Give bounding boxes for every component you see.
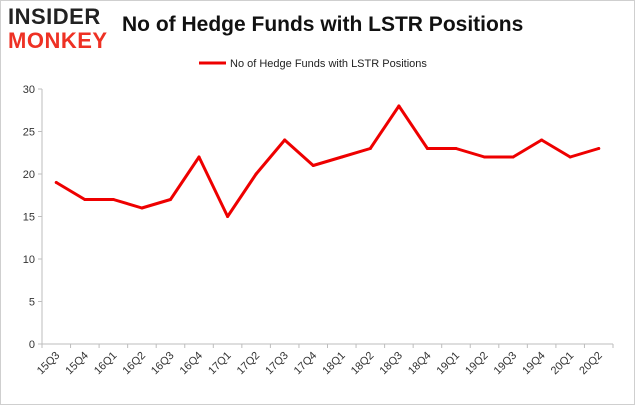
data-point bbox=[311, 164, 315, 167]
data-point bbox=[83, 198, 87, 201]
x-tick-label: 16Q2 bbox=[121, 350, 149, 378]
data-point bbox=[111, 198, 115, 201]
x-tick-label: 19Q1 bbox=[435, 350, 463, 378]
data-point bbox=[511, 155, 515, 159]
x-tick-label: 20Q1 bbox=[549, 350, 577, 378]
y-tick-label: 0 bbox=[29, 339, 35, 351]
data-point bbox=[397, 104, 401, 108]
data-point bbox=[425, 147, 429, 150]
data-point bbox=[54, 181, 58, 184]
y-tick-label: 10 bbox=[23, 254, 35, 266]
x-tick-label: 17Q1 bbox=[206, 350, 234, 378]
x-tick-label: 16Q1 bbox=[92, 350, 120, 378]
data-point bbox=[454, 147, 458, 150]
x-tick-label: 18Q2 bbox=[349, 350, 377, 378]
x-tick-label: 19Q3 bbox=[492, 350, 520, 378]
data-point bbox=[197, 155, 201, 159]
x-tick-label: 18Q1 bbox=[320, 350, 348, 378]
data-point bbox=[540, 138, 544, 142]
x-tick-label: 15Q4 bbox=[63, 350, 91, 378]
data-point bbox=[597, 147, 601, 150]
x-tick-label: 17Q2 bbox=[235, 350, 263, 378]
logo-line-2: MONKEY bbox=[8, 28, 108, 53]
x-tick-label: 17Q3 bbox=[263, 350, 291, 378]
data-point bbox=[226, 215, 230, 218]
x-tick-label: 16Q3 bbox=[149, 350, 177, 378]
y-tick-label: 15 bbox=[23, 212, 35, 224]
data-point bbox=[140, 206, 144, 210]
y-tick-label: 20 bbox=[23, 169, 35, 181]
data-point bbox=[568, 155, 572, 159]
x-tick-label: 19Q2 bbox=[463, 350, 491, 378]
legend-label: No of Hedge Funds with LSTR Positions bbox=[230, 58, 427, 70]
x-tick-label: 19Q4 bbox=[520, 350, 548, 378]
x-tick-label: 17Q4 bbox=[292, 350, 320, 378]
chart-title: No of Hedge Funds with LSTR Positions bbox=[122, 13, 524, 36]
data-point bbox=[340, 155, 344, 159]
logo-line-1: INSIDER bbox=[8, 4, 101, 29]
data-point bbox=[368, 147, 372, 150]
data-point bbox=[283, 138, 287, 142]
series-line bbox=[54, 104, 601, 218]
x-tick-label: 18Q4 bbox=[406, 350, 434, 378]
data-point bbox=[168, 198, 172, 201]
data-point bbox=[254, 172, 258, 176]
data-point bbox=[483, 155, 487, 159]
x-tick-label: 20Q2 bbox=[577, 350, 605, 378]
x-tick-label: 15Q3 bbox=[35, 350, 63, 378]
y-tick-label: 30 bbox=[23, 84, 35, 96]
y-tick-label: 25 bbox=[23, 127, 35, 139]
x-tick-label: 16Q4 bbox=[178, 350, 206, 378]
y-tick-label: 5 bbox=[29, 297, 35, 309]
x-tick-label: 18Q3 bbox=[377, 350, 405, 378]
insider-monkey-logo: INSIDER MONKEY bbox=[8, 6, 118, 52]
